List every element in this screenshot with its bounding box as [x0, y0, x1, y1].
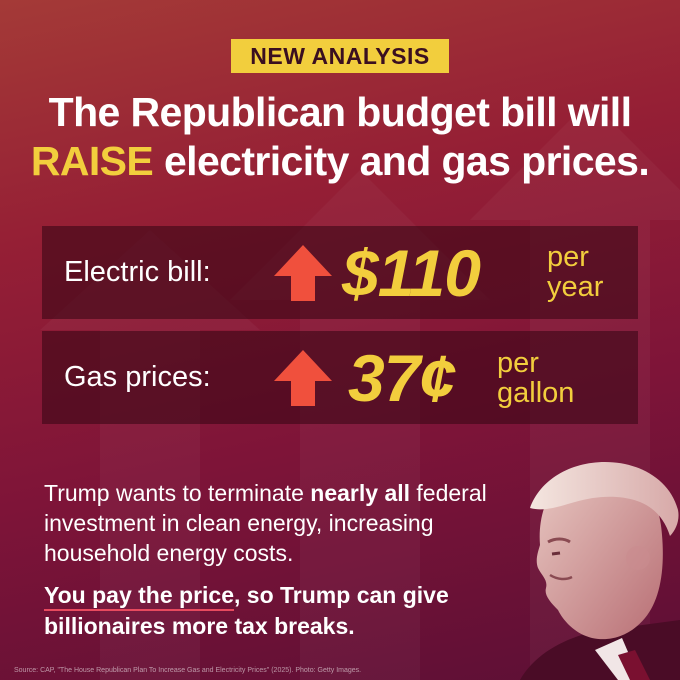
stat-unit-line-1: per [547, 241, 589, 273]
stat-row-gas: Gas prices: 37¢ per gallon [42, 331, 638, 424]
source-citation: Source: CAP, "The House Republican Plan … [14, 667, 362, 674]
body-text-bold: nearly all [310, 480, 411, 506]
cta-rest: , so Trump can give billionaires more ta… [44, 582, 449, 639]
stat-label: Gas prices: [64, 361, 211, 393]
body-text: Trump wants to terminate nearly all fede… [44, 478, 514, 568]
headline: The Republican budget bill will RAISE el… [0, 88, 680, 186]
body-text-part-2: federal investment in clean energy, incr… [44, 480, 487, 566]
trump-portrait-image [520, 462, 680, 680]
stat-unit: per gallon [497, 348, 607, 408]
up-arrow-icon [274, 350, 332, 406]
stat-row-electric: Electric bill: $110 per year [42, 226, 638, 319]
headline-line-1: The Republican budget bill will [48, 89, 632, 135]
up-arrow-icon [274, 245, 332, 301]
stat-label: Electric bill: [64, 256, 211, 288]
stat-unit-line-2: gallon [497, 377, 575, 409]
stat-unit-line-1: per [497, 347, 539, 379]
call-to-action: You pay the price, so Trump can give bil… [44, 580, 514, 642]
body-text-part-1: Trump wants to terminate [44, 480, 311, 506]
headline-highlight: RAISE [30, 138, 154, 184]
new-analysis-badge: NEW ANALYSIS [231, 39, 449, 73]
cta-underlined: You pay the price [44, 582, 235, 611]
headline-line-2: RAISE electricity and gas prices. [0, 137, 680, 186]
stat-value: $110 [342, 235, 481, 310]
stat-unit-line-2: year [547, 271, 604, 303]
headline-line-2-rest: electricity and gas prices. [153, 138, 650, 184]
stat-value: 37¢ [348, 340, 456, 415]
stat-unit: per year [547, 242, 657, 302]
